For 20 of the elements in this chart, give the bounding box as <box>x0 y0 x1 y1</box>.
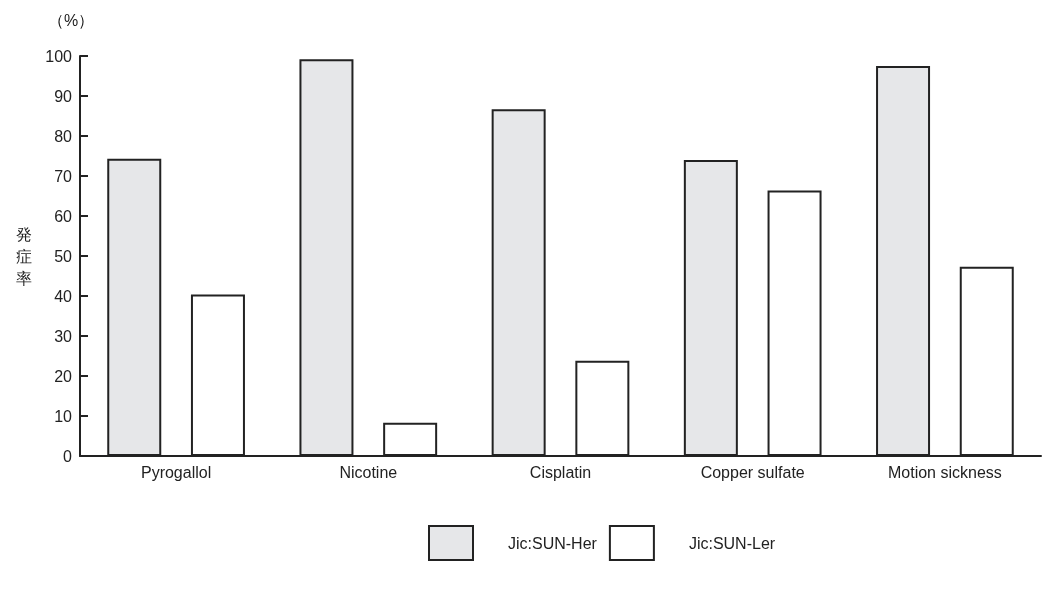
legend-label: Jic:SUN-Ler <box>688 534 776 552</box>
x-tick-label: Pyrogallol <box>140 463 212 481</box>
y-tick-label: 60 <box>54 207 73 225</box>
y-tick-label: 50 <box>54 247 73 265</box>
x-tick-label: Motion sickness <box>887 463 1002 481</box>
x-tick-label: Cisplatin <box>529 463 592 481</box>
y-tick-label: 100 <box>45 47 73 65</box>
y-tick-label: 20 <box>54 367 73 385</box>
y-tick-label: 70 <box>54 167 73 185</box>
y-tick-label: 80 <box>54 127 73 145</box>
legend-label: Jic:SUN-Her <box>508 534 598 552</box>
text: （%） <box>48 11 95 29</box>
y-tick-label: 30 <box>54 327 73 345</box>
x-tick-label: Copper sulfate <box>700 463 805 481</box>
y-tick-label: 40 <box>54 287 73 305</box>
x-tick-label: Nicotine <box>339 463 398 481</box>
y-tick-label: 0 <box>63 447 73 465</box>
y-tick-label: 90 <box>54 87 73 105</box>
y-tick-label: 10 <box>54 407 73 425</box>
y-axis-title: 発症率 <box>16 225 32 287</box>
